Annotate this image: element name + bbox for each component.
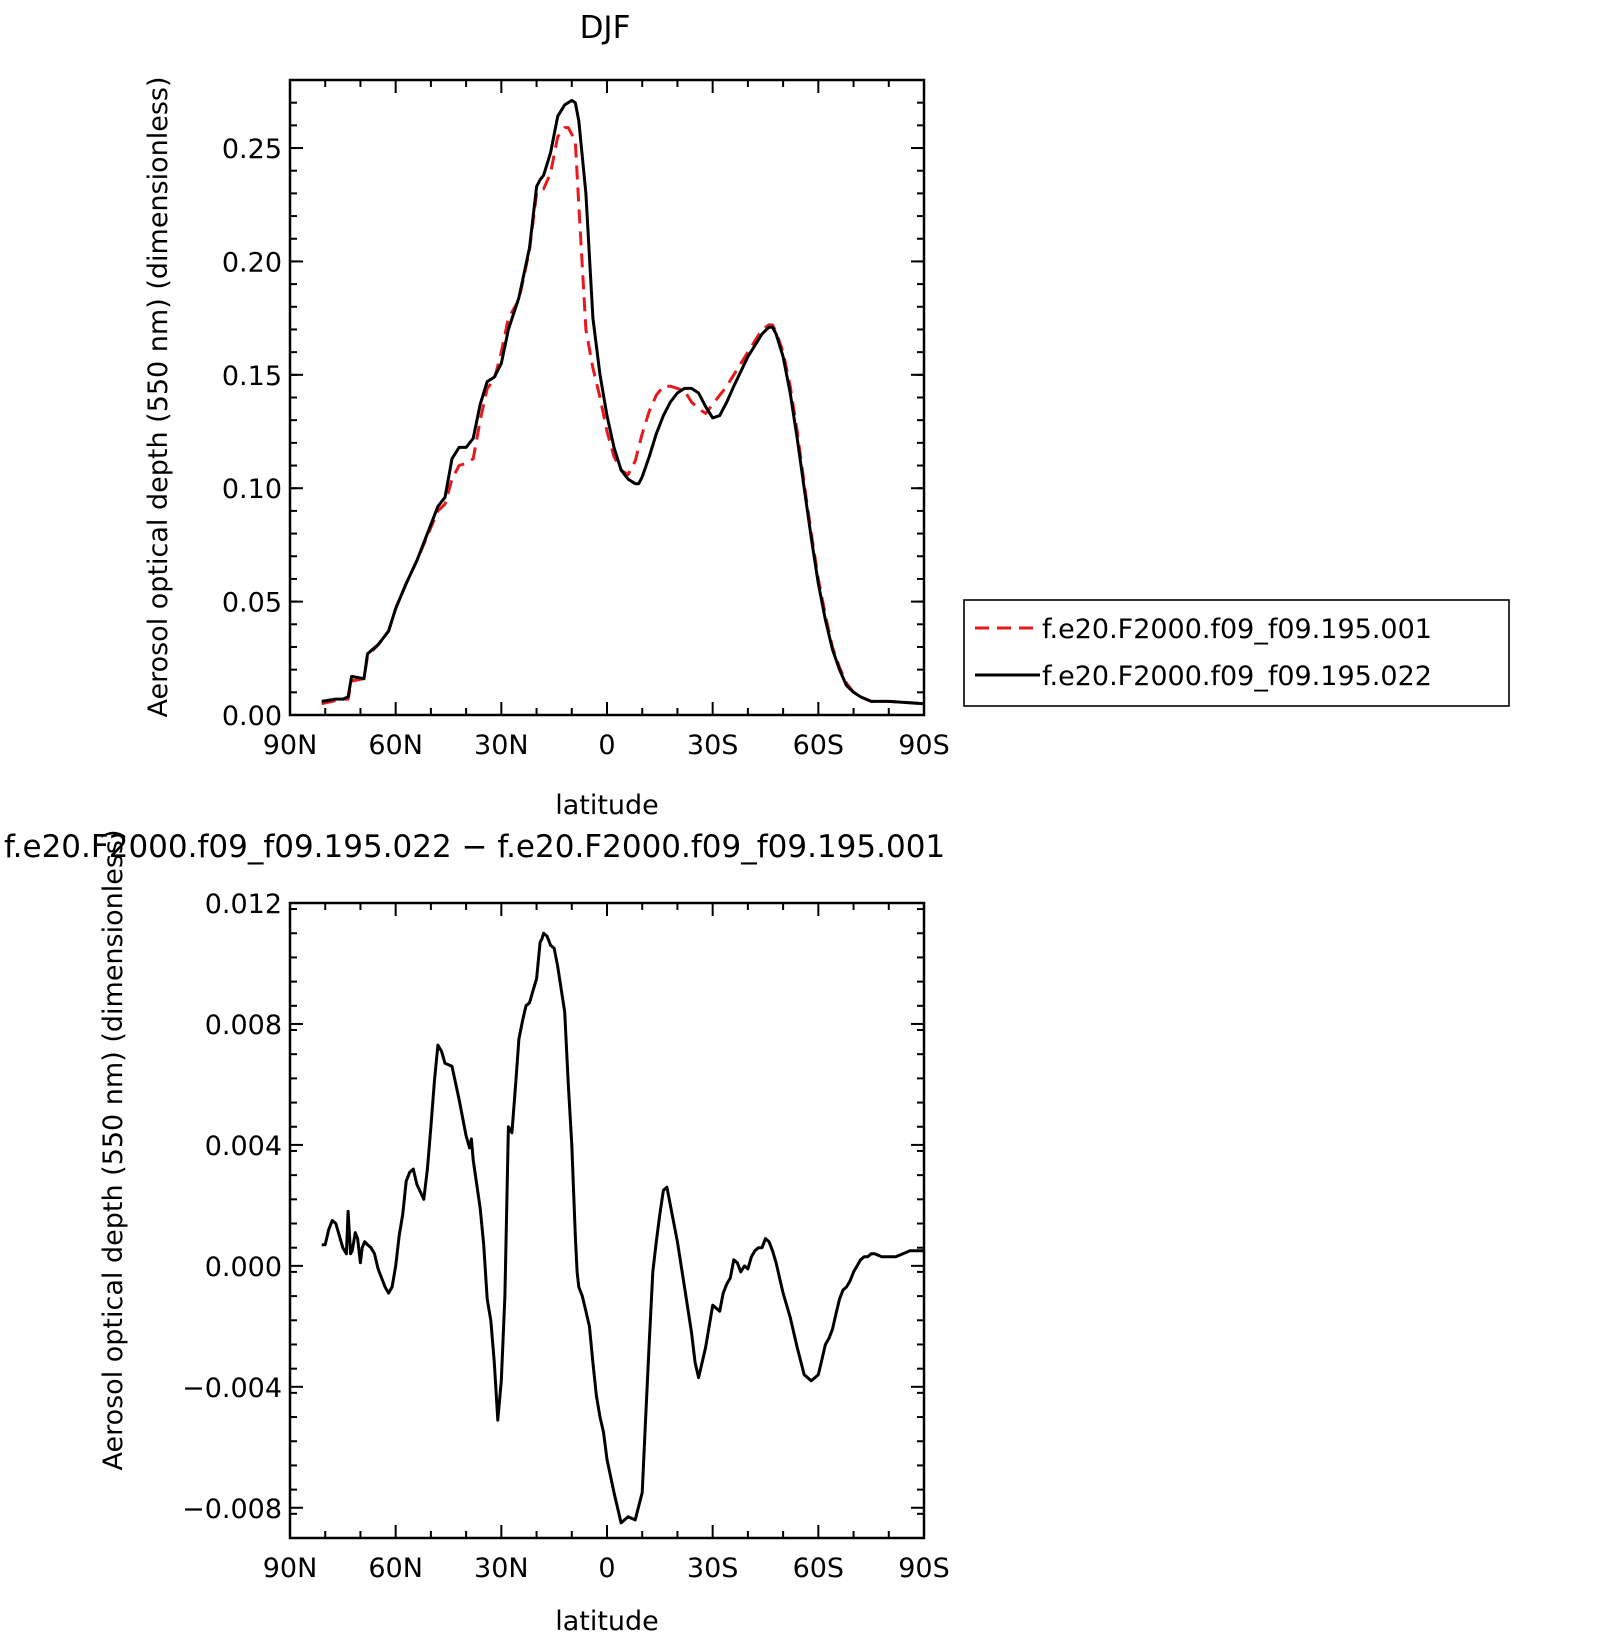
y-tick-label: 0.000 <box>205 1252 282 1283</box>
y-tick-label: 0.10 <box>222 474 282 505</box>
bottom-chart-plot-area: 90N 60N 30N 0 30S 60S 90S −0.008 −0.004 0.000 0.00… <box>182 889 950 1584</box>
x-tick-label: 60N <box>368 730 423 761</box>
legend-label-series-022: f.e20.F2000.f09_f09.195.022 <box>1042 661 1432 692</box>
x-tick-label: 90N <box>263 1553 318 1584</box>
y-tick-label: −0.004 <box>182 1373 282 1404</box>
bottom-chart-title: f.e20.F2000.f09_f09.195.022 − f.e20.F200… <box>4 829 945 865</box>
x-tick-label: 90S <box>898 730 950 761</box>
y-tick-label: 0.20 <box>222 247 282 278</box>
x-tick-label: 60S <box>793 730 845 761</box>
x-tick-label: 30S <box>687 1553 739 1584</box>
y-tick-label: 0.05 <box>222 588 282 619</box>
series-line-1 <box>321 98 925 706</box>
bottom-chart-xlabel: latitude <box>555 1606 659 1635</box>
top-chart-ylabel: Aerosol optical depth (550 nm) (dimensio… <box>143 76 174 717</box>
legend-label-series-001: f.e20.F2000.f09_f09.195.001 <box>1042 614 1432 645</box>
bottom-chart-panel: f.e20.F2000.f09_f09.195.022 − f.e20.F200… <box>4 829 950 1635</box>
x-tick-label: 30N <box>474 730 529 761</box>
legend: f.e20.F2000.f09_f09.195.001 f.e20.F2000.… <box>963 599 1510 707</box>
legend-box <box>963 599 1510 707</box>
x-tick-label: 60S <box>793 1553 845 1584</box>
x-tick-label: 60N <box>368 1553 423 1584</box>
x-tick-label: 0 <box>598 730 615 761</box>
x-tick-label: 90N <box>263 730 318 761</box>
bottom-chart-frame <box>288 901 926 1540</box>
top-chart-xlabel: latitude <box>555 790 659 821</box>
x-tick-label: 30S <box>687 730 739 761</box>
y-tick-label: 0.012 <box>205 889 282 920</box>
series-line-0 <box>321 126 925 706</box>
y-tick-label: 0.15 <box>222 361 282 392</box>
bottom-chart-ylabel: Aerosol optical depth (550 nm) (dimensio… <box>98 829 129 1470</box>
x-tick-label: 90S <box>898 1553 950 1584</box>
y-tick-label: 0.00 <box>222 701 282 732</box>
y-tick-label: −0.008 <box>182 1494 282 1525</box>
top-chart-panel: DJF 90N 60N 30N 0 30S 60S 90S 0.00 0.05 0.10 0.15 0… <box>143 10 1510 821</box>
x-tick-label: 0 <box>598 1553 615 1584</box>
top-chart-plot-area: 90N 60N 30N 0 30S 60S 90S 0.00 0.05 0.10 0.15 0.20 0… <box>222 79 950 761</box>
top-chart-frame <box>288 78 926 717</box>
y-tick-label: 0.004 <box>205 1131 282 1162</box>
x-tick-label: 30N <box>474 1553 529 1584</box>
series-line-0 <box>321 931 924 1525</box>
y-tick-label: 0.25 <box>222 134 282 165</box>
y-tick-label: 0.008 <box>205 1010 282 1041</box>
top-chart-title: DJF <box>580 10 631 46</box>
